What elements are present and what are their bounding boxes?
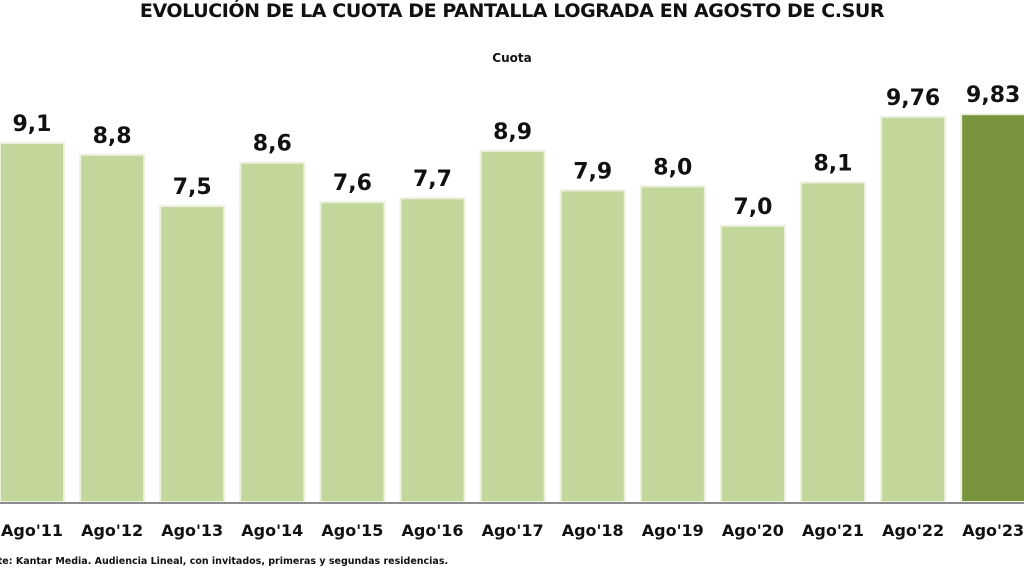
x-tick-label: Ago'23: [962, 521, 1024, 540]
value-label: 8,6: [253, 132, 292, 157]
value-label: 7,0: [733, 195, 772, 220]
x-tick-label: Ago'22: [882, 521, 944, 540]
value-label: 8,0: [653, 155, 692, 180]
value-label: 9,83: [966, 83, 1020, 108]
x-tick-label: Ago'11: [1, 521, 63, 540]
x-tick-label: Ago'20: [722, 521, 784, 540]
value-label: 9,76: [886, 86, 940, 111]
x-tick-label: Ago'18: [562, 521, 624, 540]
bar-Ago19: [639, 185, 706, 503]
chart-subtitle: Cuota: [492, 51, 532, 65]
x-tick-label: Ago'19: [642, 521, 704, 540]
value-label: 9,1: [13, 112, 52, 137]
value-label: 7,7: [413, 167, 452, 192]
bar-Ago16: [399, 197, 466, 504]
x-tick-labels-group: Ago'11 Ago'12 Ago'13 Ago'14 Ago'15 Ago'16 Ago'…: [1, 521, 1024, 540]
value-label: 8,8: [93, 124, 132, 149]
value-label: 8,1: [814, 151, 853, 176]
value-label: 7,9: [573, 159, 612, 184]
value-label: 8,9: [493, 120, 532, 145]
x-tick-label: Ago'17: [482, 521, 544, 540]
bar-Ago18: [559, 189, 626, 503]
bar-Ago12: [79, 153, 146, 503]
value-label: 7,5: [173, 175, 212, 200]
x-tick-label: Ago'13: [161, 521, 223, 540]
bar-Ago11: [0, 142, 65, 503]
source-note: nte: Kantar Media. Audiencia Lineal, con…: [0, 556, 449, 567]
x-tick-label: Ago'16: [402, 521, 464, 540]
value-label: 7,6: [333, 171, 372, 196]
bar-Ago13: [159, 205, 226, 503]
x-tick-label: Ago'15: [321, 521, 383, 540]
bar-Ago14: [239, 161, 306, 503]
value-labels-group: 9,1 8,8 7,5 8,6 7,6 7,7 8,9 7,9 8,0 7,0 8,1 9,76 9,8…: [13, 83, 1021, 220]
x-tick-label: Ago'14: [241, 521, 303, 540]
x-tick-label: Ago'12: [81, 521, 143, 540]
bar-Ago17: [479, 149, 546, 504]
bar-Ago21: [800, 181, 866, 504]
bar-Ago15: [319, 201, 386, 503]
x-tick-label: Ago'21: [802, 521, 864, 540]
bars-group: [0, 113, 1024, 504]
bar-Ago20: [719, 224, 786, 503]
chart-title: EVOLUCIÓN DE LA CUOTA DE PANTALLA LOGRAD…: [139, 0, 885, 22]
bar-Ago22: [880, 115, 947, 504]
bar-Ago23: [960, 113, 1024, 503]
